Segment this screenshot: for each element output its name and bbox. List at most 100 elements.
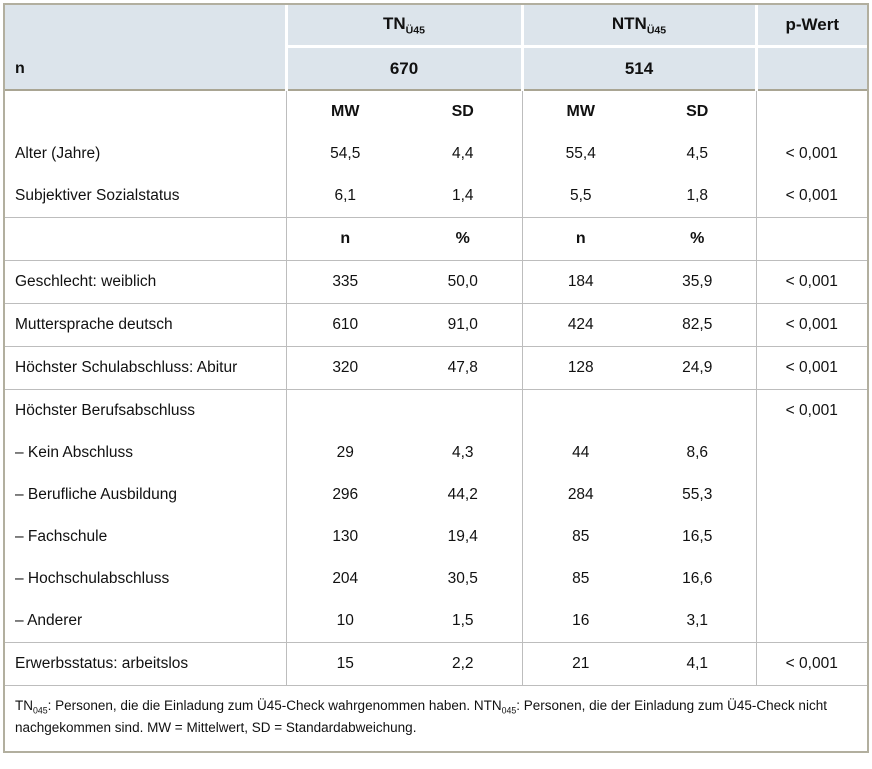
row-label: – Fachschule: [15, 528, 108, 545]
table-row: Erwerbsstatus: arbeitslos 15 2,2 21 4,1 < 0,0…: [5, 642, 867, 686]
table-footer: TN045: Personen, die die Einladung zum Ü…: [5, 686, 867, 751]
table-row: – Anderer 10 1,5 16 3,1: [5, 600, 867, 643]
table-header: n TNÜ45 NTNÜ45 p-Wert 670 514: [5, 5, 867, 91]
stat-subheader-row: MW SD MW SD: [5, 90, 867, 133]
p-wert-header: p-Wert: [754, 5, 867, 48]
value-cell: 424: [521, 303, 639, 347]
table-row: Muttersprache deutsch 610 91,0 424 82,5 < 0,0…: [5, 303, 867, 347]
row-label: Geschlecht: weiblich: [5, 260, 286, 304]
p-wert-empty-cell: [754, 46, 867, 91]
stat-column-label: %: [404, 217, 522, 261]
p-value-cell: < 0,001: [755, 389, 867, 432]
value-cell: 16: [521, 600, 639, 643]
footnote-row: TN045: Personen, die die Einladung zum Ü…: [5, 686, 867, 751]
value-cell: 6,1: [285, 175, 404, 218]
column-group-ntn: NTNÜ45: [520, 5, 756, 48]
value-cell: 35,9: [639, 260, 756, 304]
row-label: Muttersprache deutsch: [5, 303, 286, 347]
value-cell: [639, 390, 756, 433]
table-row: Geschlecht: weiblich 335 50,0 184 35,9 < 0,00…: [5, 260, 867, 304]
value-cell: 204: [285, 558, 404, 600]
value-cell: 610: [285, 303, 404, 347]
row-label: – Kein Abschluss: [15, 444, 134, 461]
value-cell: 91,0: [404, 303, 522, 347]
value-cell: 44: [521, 432, 639, 474]
header-row-groups: n TNÜ45 NTNÜ45 p-Wert: [5, 5, 867, 91]
column-group-tn: TNÜ45: [284, 5, 522, 48]
stat-column-label: MW: [521, 90, 639, 133]
value-cell: [404, 390, 522, 433]
value-cell: [285, 389, 404, 432]
value-cell: 128: [521, 346, 639, 390]
statistics-table: n TNÜ45 NTNÜ45 p-Wert 670 514 MW SD MW SD Al…: [5, 5, 867, 751]
p-value-empty: [755, 217, 867, 261]
p-value-cell: [755, 432, 867, 474]
p-value-cell: < 0,001: [755, 642, 867, 686]
table-body: MW SD MW SD Alter (Jahre) 54,5 4,4 55,4 4,5 < 0,0…: [5, 90, 867, 686]
p-value-cell: < 0,001: [755, 260, 867, 304]
value-cell: 4,3: [451, 444, 474, 461]
p-value-cell: [755, 600, 867, 643]
value-cell: 30,5: [447, 570, 478, 587]
p-value-cell: < 0,001: [755, 346, 867, 390]
table-row: Höchster Schulabschluss: Abitur 320 47,8 12…: [5, 346, 867, 390]
stat-column-label: %: [639, 217, 756, 261]
table-row: Höchster Berufsabschluss < 0,001: [5, 389, 867, 433]
stat-column-label: SD: [451, 103, 474, 120]
row-label: Subjektiver Sozialstatus: [5, 175, 286, 218]
value-cell: 284: [521, 474, 639, 516]
corner-n-label: n: [5, 5, 286, 91]
value-cell: 184: [521, 260, 639, 304]
value-cell: 85: [521, 516, 639, 558]
group-tn-subscript: Ü45: [405, 24, 425, 37]
stat-column-label: SD: [686, 103, 709, 120]
value-cell: 29: [285, 432, 404, 474]
row-label: – Berufliche Ausbildung: [15, 486, 178, 503]
value-cell: 1,5: [404, 600, 522, 643]
row-label: Alter (Jahre): [15, 145, 101, 162]
value-cell: 15: [285, 642, 404, 686]
table-row: – Berufliche Ausbildung 296 44,2 284 55,3: [5, 474, 867, 516]
value-cell: 320: [285, 346, 404, 390]
value-cell: 335: [285, 260, 404, 304]
value-cell: 1,8: [639, 175, 756, 218]
header-row-n: 670 514: [5, 46, 867, 91]
group-ntn-count: 514: [520, 46, 756, 91]
p-value-cell: [755, 474, 867, 516]
stat-column-label: n: [285, 217, 404, 261]
group-tn-count: 670: [284, 46, 522, 91]
row-label-empty: [5, 217, 286, 261]
value-cell: 8,6: [686, 444, 709, 461]
value-cell: 44,2: [447, 486, 478, 503]
value-cell: 47,8: [404, 346, 522, 390]
value-cell: 16,5: [682, 528, 713, 545]
footnote-text: TN045: Personen, die die Einladung zum Ü…: [15, 698, 827, 735]
value-cell: [521, 389, 639, 432]
value-cell: 130: [285, 516, 404, 558]
table-row: – Hochschulabschluss 204 30,5 85 16,6: [5, 558, 867, 600]
value-cell: 24,9: [639, 346, 756, 390]
table-row: – Kein Abschluss 29 4,3 44 8,6: [5, 432, 867, 474]
value-cell: 4,1: [639, 642, 756, 686]
p-value-cell: < 0,001: [755, 133, 867, 175]
value-cell: 4,4: [451, 145, 474, 162]
p-value-empty: [755, 90, 867, 133]
value-cell: 55,3: [682, 486, 713, 503]
p-value-cell: [755, 516, 867, 558]
stat-column-label: MW: [285, 90, 404, 133]
value-cell: 2,2: [404, 642, 522, 686]
page: n TNÜ45 NTNÜ45 p-Wert 670 514 MW SD MW SD Al…: [0, 3, 872, 769]
table-row: Alter (Jahre) 54,5 4,4 55,4 4,5 < 0,001: [5, 133, 867, 175]
value-cell: 85: [521, 558, 639, 600]
p-value-cell: < 0,001: [755, 303, 867, 347]
value-cell: 10: [285, 600, 404, 643]
group-ntn-name: NTN: [611, 13, 647, 33]
row-label: Höchster Berufsabschluss: [15, 402, 196, 419]
p-value-cell: [755, 558, 867, 600]
value-cell: 50,0: [404, 260, 522, 304]
value-cell: 21: [521, 642, 639, 686]
value-cell: 5,5: [521, 175, 639, 218]
p-value-cell: < 0,001: [755, 175, 867, 218]
row-label-empty: [5, 90, 286, 133]
value-cell: 1,4: [404, 175, 522, 218]
